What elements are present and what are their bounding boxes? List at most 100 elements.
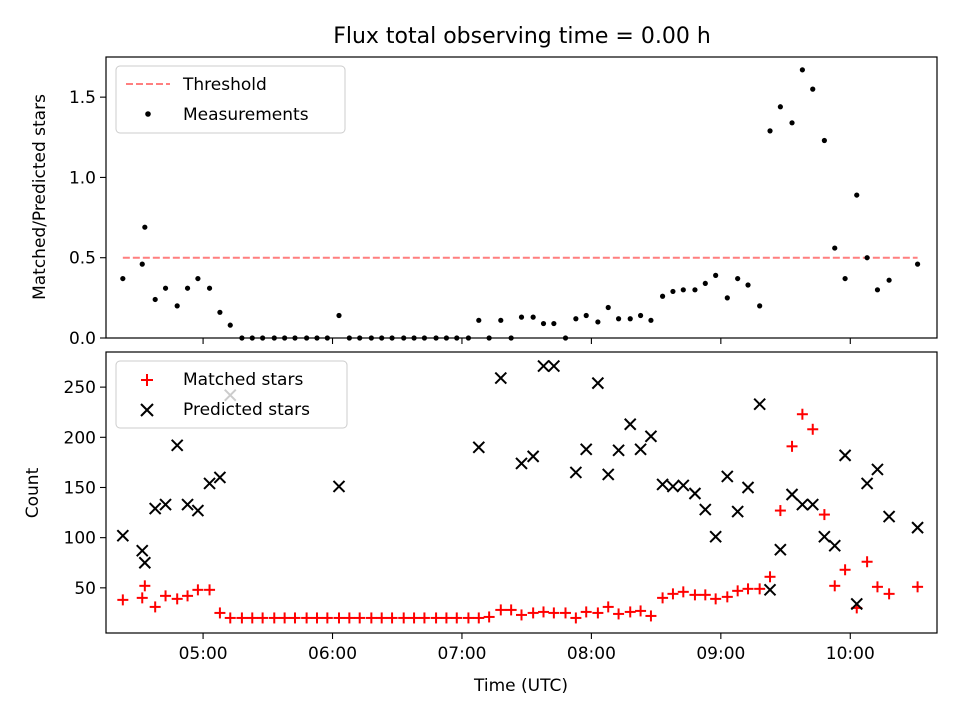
matched-legend-swatch <box>141 374 153 386</box>
bottom-y-tick-label: 150 <box>64 478 96 498</box>
measurement-point <box>745 282 751 288</box>
matched-star-marker <box>580 606 592 618</box>
matched-star-marker <box>236 612 248 624</box>
measurement-point <box>670 288 676 295</box>
predicted-star-marker <box>806 498 819 511</box>
measurement-point <box>583 312 589 319</box>
predicted-star-marker <box>763 583 777 597</box>
matched-star-marker <box>289 612 301 624</box>
bottom-x-tick-label: 06:00 <box>308 644 357 664</box>
top-y-tick-label: 0.5 <box>69 249 96 269</box>
measurement-point <box>615 316 622 322</box>
matched-star-marker <box>246 612 258 624</box>
matched-star-marker <box>192 584 204 596</box>
matched-star-marker <box>677 586 689 598</box>
matched-star-marker <box>505 604 517 616</box>
matched-star-marker <box>301 612 313 624</box>
matched-star-marker <box>807 423 819 435</box>
predicted-star-marker <box>677 479 690 492</box>
predicted-star-marker <box>871 463 884 476</box>
predicted-star-marker <box>170 439 184 452</box>
matched-star-marker <box>721 591 733 603</box>
chart-title: Flux total observing time = 0.00 h <box>333 24 711 49</box>
bottom-y-tick-label: 200 <box>64 428 96 448</box>
matched-star-marker <box>343 612 355 624</box>
top-y-tick-label: 0.0 <box>69 329 96 349</box>
matched-star-marker <box>742 583 754 595</box>
matched-star-marker <box>635 605 647 617</box>
measurement-point <box>767 128 773 134</box>
measurement-point <box>832 245 838 251</box>
bottom-panel: 05:00 06:00 07:00 08:00 09:00 10:00 50 100 150 20… <box>23 351 938 696</box>
measurement-point <box>530 314 536 320</box>
predicted-star-marker <box>796 498 809 511</box>
predicted-star-marker <box>612 444 625 457</box>
bottom-axes-frame <box>105 351 938 634</box>
measurement-point <box>476 317 482 323</box>
measurement-point <box>518 314 525 320</box>
predicted-star-marker <box>136 544 149 557</box>
matched-star-marker <box>149 601 161 613</box>
matched-star-marker <box>214 607 226 619</box>
predicted-star-marker <box>753 397 766 411</box>
predicted-star-marker <box>332 480 346 493</box>
matched-star-marker <box>430 612 442 624</box>
measurement-point <box>842 275 848 282</box>
measurement-point <box>713 272 719 278</box>
measurement-point <box>799 67 805 73</box>
matched-star-marker <box>710 593 722 605</box>
predicted-star-marker <box>159 498 172 511</box>
measurement-point <box>659 293 666 299</box>
matched-star-marker <box>829 580 841 592</box>
predicted-star-marker <box>634 443 647 456</box>
measurement-point <box>206 285 213 291</box>
matched-star-marker <box>538 606 550 618</box>
measurement-point <box>692 287 698 293</box>
matched-star-marker <box>645 610 657 622</box>
matched-star-marker <box>560 607 572 619</box>
matched-star-marker <box>182 590 194 602</box>
bottom-x-tick-label: 07:00 <box>437 644 486 664</box>
predicted-star-marker <box>741 481 755 494</box>
top-legend-box <box>115 65 346 134</box>
measurement-point <box>152 296 158 303</box>
matched-star-marker <box>495 604 507 616</box>
predicted-star-marker <box>148 502 162 515</box>
measurement-point <box>142 224 148 230</box>
matched-star-marker <box>602 601 614 613</box>
bottom-y-tick-label: 50 <box>74 579 96 599</box>
matched-star-marker <box>592 607 604 619</box>
bottom-x-axis-label: Time (UTC) <box>473 676 568 696</box>
measurement-point <box>627 316 633 322</box>
measurement-point <box>336 312 342 319</box>
predicted-star-marker <box>526 450 540 463</box>
matched-star-marker <box>624 606 636 618</box>
predicted-star-marker <box>774 543 787 556</box>
predicted-star-marker <box>624 418 637 431</box>
measurement-point <box>498 317 504 323</box>
bottom-x-tick-label: 08:00 <box>567 644 616 664</box>
measurement-point <box>162 285 169 291</box>
matched-star-marker <box>408 612 420 624</box>
predicted-star-marker <box>666 480 680 493</box>
matched-star-marker <box>224 612 236 624</box>
predicted-star-marker <box>138 556 152 569</box>
predicted-star-marker <box>472 441 485 454</box>
predicted-star-marker <box>818 530 831 543</box>
matched-star-marker <box>279 612 291 624</box>
measurement-point <box>854 192 860 198</box>
top-axes-frame <box>105 56 938 339</box>
matched-star-marker <box>861 556 873 568</box>
predicted-star-marker <box>721 470 734 483</box>
top-y-axis-label: Matched/Predicted stars <box>30 94 50 300</box>
predicted-star-marker <box>828 539 841 552</box>
predicted-star-marker <box>785 488 799 501</box>
top-y-tick-label: 1.5 <box>69 88 96 108</box>
measurement-point <box>595 319 601 325</box>
matched-star-marker <box>657 592 669 604</box>
measurement-point <box>914 261 921 267</box>
predicted-star-marker <box>731 505 744 518</box>
matched-star-marker <box>839 564 851 576</box>
predicted-star-marker <box>911 521 924 534</box>
